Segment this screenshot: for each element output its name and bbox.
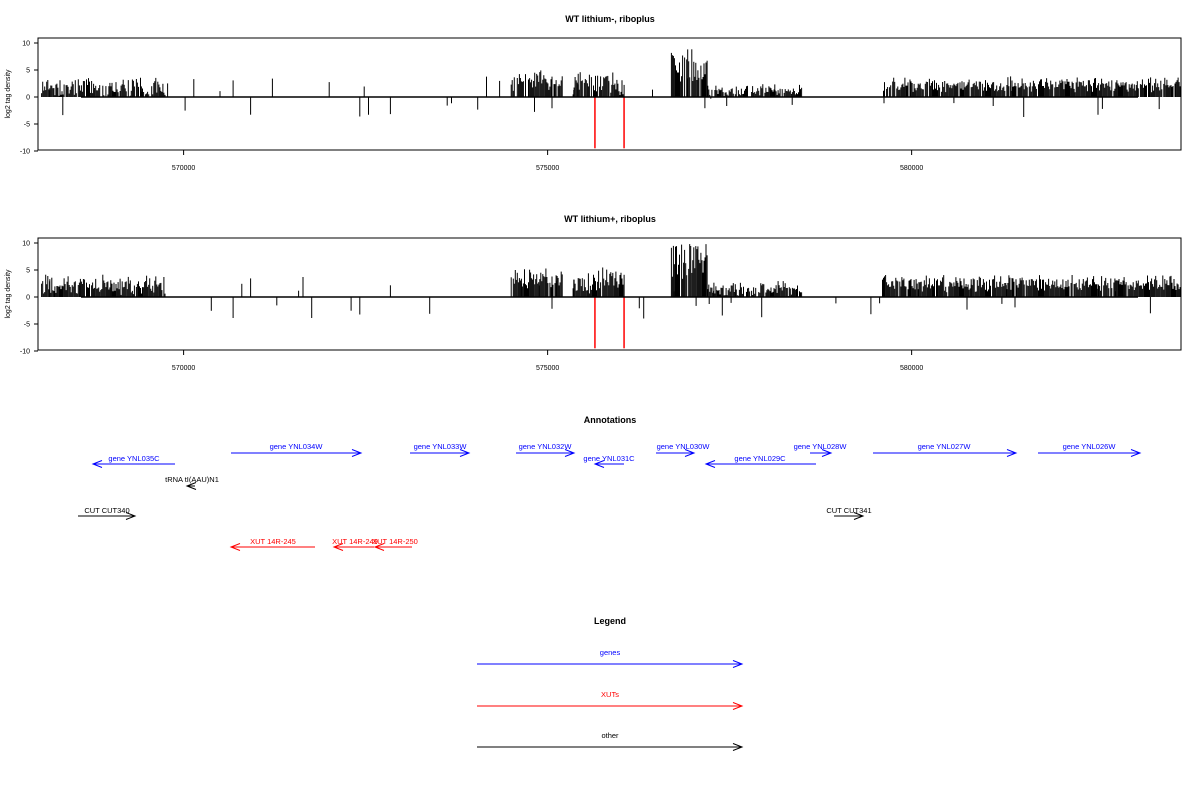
legend-item-other: other	[477, 731, 744, 751]
annotation-feature: tRNA tI(AAU)N1	[165, 475, 219, 490]
panel-2-y-axis: 10 5 0 -5 -10	[20, 241, 38, 356]
panel-2-signal	[41, 244, 1181, 349]
annotation-feature: gene YNL032W	[516, 442, 576, 457]
annotation-features: gene YNL035C gene YNL034W gene YNL033W gene…	[78, 442, 1142, 551]
annotation-label: gene YNL033W	[414, 442, 468, 451]
y-tick-label: 5	[26, 68, 30, 75]
annotation-feature: CUT CUT340	[78, 506, 137, 520]
legend-item-gene: genes	[477, 648, 744, 668]
y-tick-label: -5	[24, 322, 30, 329]
legend-arrow-head	[732, 702, 744, 710]
annotation-label: gene YNL029C	[734, 454, 786, 463]
annotation-label: gene YNL028W	[794, 442, 848, 451]
x-tick-label: 570000	[172, 365, 195, 372]
annotation-label: gene YNL035C	[108, 454, 160, 463]
y-tick-label: 5	[26, 268, 30, 275]
annotation-arrow-head	[1130, 449, 1142, 457]
annotation-feature: gene YNL031C	[583, 454, 635, 468]
y-tick-label: -10	[20, 149, 30, 156]
annotation-arrow-head	[229, 543, 241, 551]
legend-section: Legend genes XUTs other	[477, 616, 744, 751]
panel-1-ylabel: log2 tag density	[5, 69, 12, 119]
panel-2-ylabel: log2 tag density	[5, 269, 12, 319]
y-tick-label: -10	[20, 349, 30, 356]
annotation-arrow-head	[821, 449, 833, 457]
panel-2-x-axis: 570000 575000 580000	[172, 350, 923, 372]
y-tick-label: 0	[26, 95, 30, 102]
annotation-feature: gene YNL028W	[794, 442, 848, 457]
panel-1-y-axis: 10 5 0 -5 -10	[20, 41, 38, 156]
y-tick-label: 10	[22, 241, 30, 248]
annotation-label: gene YNL031C	[583, 454, 635, 463]
legend-label: XUTs	[601, 690, 619, 699]
annotation-label: gene YNL026W	[1063, 442, 1117, 451]
panel-1-title: WT lithium-, riboplus	[565, 14, 655, 24]
legend-arrow-head	[732, 660, 744, 668]
annotation-feature: gene YNL033W	[410, 442, 471, 457]
annotation-arrow-head	[684, 449, 696, 457]
annotation-label: gene YNL027W	[918, 442, 972, 451]
annotation-label: XUT 14R-245	[250, 537, 296, 546]
annotation-arrow-head	[332, 543, 344, 551]
annotation-label: gene YNL034W	[270, 442, 324, 451]
panel-2-frame	[37, 237, 1182, 351]
annotation-label: CUT CUT340	[84, 506, 129, 515]
annotation-label: XUT 14R-250	[372, 537, 418, 546]
annotations-title: Annotations	[584, 415, 637, 425]
annotation-feature: XUT 14R-249	[332, 537, 378, 551]
annotation-arrow-head	[185, 482, 197, 490]
y-tick-label: -5	[24, 122, 30, 129]
annotation-feature: gene YNL035C	[91, 454, 175, 468]
annotation-label: gene YNL030W	[657, 442, 711, 451]
annotation-arrow-head	[704, 460, 716, 468]
panel-2-title: WT lithium+, riboplus	[564, 214, 656, 224]
annotation-feature: CUT CUT341	[826, 506, 872, 520]
annotation-feature: XUT 14R-245	[229, 537, 315, 551]
panel-1-signal	[41, 49, 1181, 149]
annotation-arrow-head	[351, 449, 363, 457]
panel-1: WT lithium-, riboplus log2 tag density 1…	[5, 14, 1182, 172]
annotation-feature: XUT 14R-250	[372, 537, 418, 551]
annotation-label: CUT CUT341	[826, 506, 871, 515]
annotation-arrow-head	[459, 449, 471, 457]
x-tick-label: 580000	[900, 165, 923, 172]
annotation-arrow-head	[1006, 449, 1018, 457]
y-tick-label: 10	[22, 41, 30, 48]
panel-2: WT lithium+, riboplus log2 tag density 1…	[5, 214, 1182, 372]
legend-arrow-head	[732, 743, 744, 751]
annotation-feature: gene YNL029C	[704, 454, 816, 468]
legend-label: genes	[600, 648, 621, 657]
legend-title: Legend	[594, 616, 626, 626]
annotation-arrow-head	[373, 543, 385, 551]
annotation-arrow-head	[564, 449, 576, 457]
legend-label: other	[601, 731, 619, 740]
annotation-feature: gene YNL030W	[656, 442, 710, 457]
annotation-feature: gene YNL027W	[873, 442, 1018, 457]
annotation-arrow-head	[853, 512, 865, 520]
x-tick-label: 580000	[900, 365, 923, 372]
x-tick-label: 570000	[172, 165, 195, 172]
annotation-feature: gene YNL026W	[1038, 442, 1142, 457]
panel-1-x-axis: 570000 575000 580000	[172, 150, 923, 172]
y-tick-label: 0	[26, 295, 30, 302]
legend-items: genes XUTs other	[477, 648, 744, 751]
annotation-arrow-head	[91, 460, 103, 468]
panel-1-frame	[37, 37, 1182, 151]
x-tick-label: 575000	[536, 165, 559, 172]
annotation-arrow-head	[593, 460, 605, 468]
legend-item-xut: XUTs	[477, 690, 744, 710]
annotation-label: tRNA tI(AAU)N1	[165, 475, 219, 484]
annotation-feature: gene YNL034W	[231, 442, 363, 457]
annotation-label: XUT 14R-249	[332, 537, 378, 546]
annotation-label: gene YNL032W	[519, 442, 573, 451]
annotation-arrow-head	[125, 512, 137, 520]
x-tick-label: 575000	[536, 365, 559, 372]
